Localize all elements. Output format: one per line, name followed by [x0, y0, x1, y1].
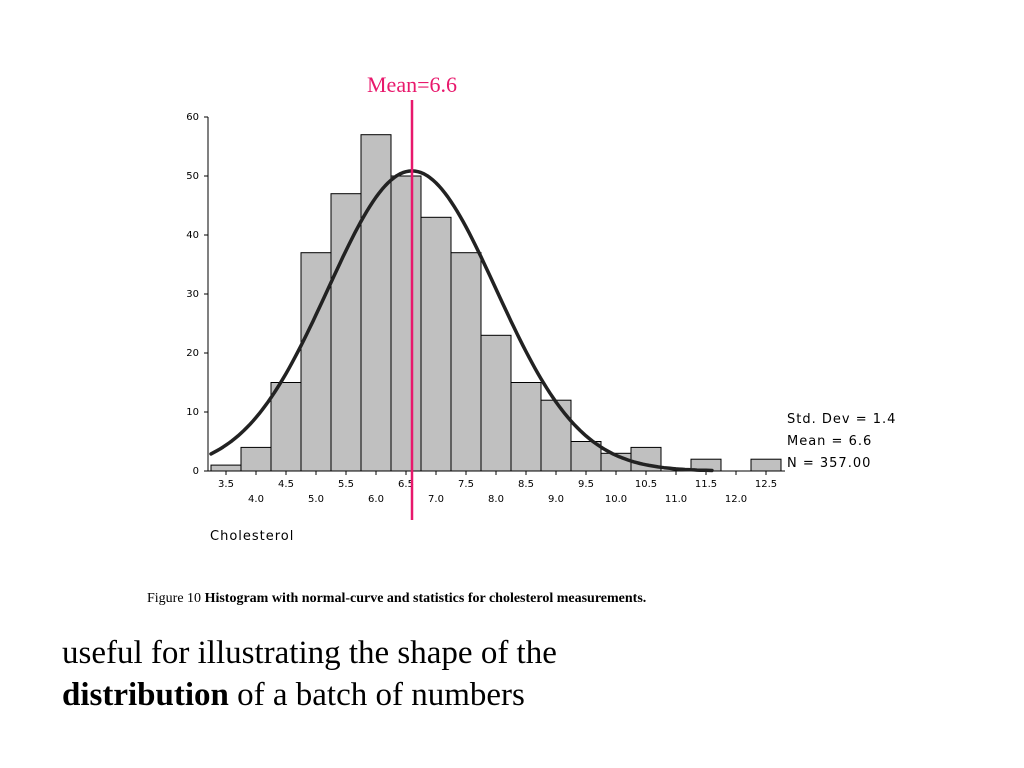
x-tick-label: 11.0	[665, 494, 687, 505]
x-tick-label: 12.5	[755, 479, 777, 490]
x-tick-label: 10.0	[605, 494, 627, 505]
x-tick-label: 6.5	[398, 479, 414, 490]
caption-prefix: Figure 10	[147, 591, 205, 606]
histogram-bar	[360, 134, 392, 472]
y-tick-label: 40	[186, 230, 199, 241]
body-bold-word: distribution	[62, 677, 229, 713]
mean-label: Mean=6.6	[367, 72, 457, 97]
x-tick-label: 7.5	[458, 479, 474, 490]
histogram-chart: 0 10 20 30 40 50 60 3.5 4.5 5.5 6.5 7.5 8.5 9.5 10.5 11…	[186, 72, 896, 544]
y-tick-label: 60	[186, 112, 199, 123]
histogram-bar	[450, 252, 482, 472]
histogram-bar	[510, 382, 542, 472]
histogram-bar	[210, 464, 242, 472]
x-tick-label: 8.0	[488, 494, 504, 505]
histogram-bar	[270, 382, 302, 472]
histogram-bar	[240, 446, 272, 472]
caption-title: Histogram with normal-curve and statisti…	[204, 591, 647, 606]
y-tick-label: 30	[186, 289, 199, 300]
histogram-bar	[750, 458, 782, 472]
histogram-bar	[300, 252, 332, 472]
x-tick-label: 11.5	[695, 479, 717, 490]
x-tick-label: 4.0	[248, 494, 264, 505]
x-tick-label: 5.0	[308, 494, 324, 505]
x-tick-label: 5.5	[338, 479, 354, 490]
bars-group	[210, 134, 782, 472]
ticks-group: 0 10 20 30 40 50 60 3.5 4.5 5.5 6.5 7.5 8.5 9.5 10.5 11…	[186, 112, 777, 505]
figure-caption: Figure 10 Histogram with normal-curve an…	[147, 591, 646, 607]
body-line-2: distribution of a batch of numbers	[62, 674, 962, 716]
stats-line: Std. Dev = 1.4	[787, 412, 896, 427]
x-tick-label: 6.0	[368, 494, 384, 505]
histogram-bar	[390, 175, 422, 472]
normal-curve-group	[209, 169, 714, 473]
x-tick-label: 9.5	[578, 479, 594, 490]
y-tick-label: 50	[186, 171, 199, 182]
histogram-bar	[540, 399, 572, 472]
x-tick-label: 3.5	[218, 479, 234, 490]
stats-line: Mean = 6.6	[787, 434, 872, 449]
body-line-1: useful for illustrating the shape of the	[62, 635, 557, 671]
histogram-bar	[330, 193, 362, 472]
stats-line: N = 357.00	[787, 456, 871, 471]
x-tick-label: 8.5	[518, 479, 534, 490]
y-tick-label: 0	[193, 466, 199, 477]
x-tick-label: 12.0	[725, 494, 747, 505]
x-tick-label: 9.0	[548, 494, 564, 505]
body-line-2-rest: of a batch of numbers	[228, 677, 525, 713]
histogram-bar	[420, 216, 452, 472]
stats-box: Std. Dev = 1.4 Mean = 6.6 N = 357.00	[787, 412, 896, 471]
y-tick-label: 10	[186, 407, 199, 418]
normal-curve	[209, 169, 714, 473]
mean-marker-group: Mean=6.6	[367, 72, 457, 520]
x-tick-label: 4.5	[278, 479, 294, 490]
x-axis-label: Cholesterol	[210, 529, 294, 544]
x-tick-label: 7.0	[428, 494, 444, 505]
histogram-bar	[480, 334, 512, 472]
body-text: useful for illustrating the shape of the…	[62, 632, 962, 716]
y-tick-label: 20	[186, 348, 199, 359]
x-tick-label: 10.5	[635, 479, 657, 490]
